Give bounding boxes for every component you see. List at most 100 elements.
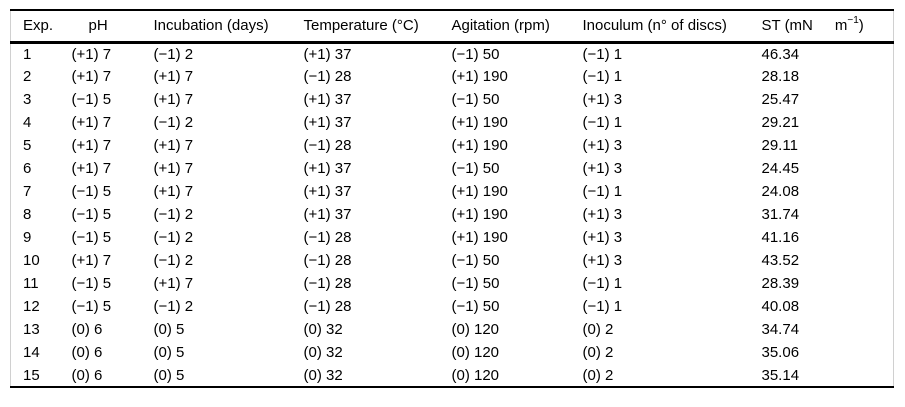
cell-ph: (+1) 7 (71, 68, 112, 85)
header-exp: Exp. (10, 9, 72, 44)
cell-exp: 12 (23, 298, 40, 315)
cell-inoculum: (+1) 3 (582, 137, 623, 154)
cell-agitation: (−1) 50 (451, 275, 500, 292)
cell-st: 43.52 (761, 252, 800, 269)
cell-temperature: (−1) 28 (303, 68, 352, 85)
cell-incubation: (−1) 2 (153, 229, 194, 246)
cell-incubation: (0) 5 (153, 321, 185, 338)
cell-st: 46.34 (761, 45, 800, 63)
cell-agitation: (+1) 190 (451, 114, 508, 131)
cell-temperature: (−1) 28 (303, 275, 352, 292)
cell-exp: 5 (23, 137, 32, 154)
cell-incubation: (−1) 2 (153, 206, 194, 223)
cell-exp: 8 (23, 206, 32, 223)
table-row: 10 (+1) 7 (−1) 2 (−1) 28 (−1) 50 (+1) 3 43.52 (11, 249, 894, 272)
cell-incubation: (−1) 2 (153, 45, 194, 63)
cell-agitation: (−1) 50 (451, 160, 500, 177)
cell-st: 28.18 (761, 68, 800, 85)
cell-agitation: (+1) 190 (451, 68, 508, 85)
cell-incubation: (−1) 2 (153, 252, 194, 269)
cell-inoculum: (+1) 3 (582, 252, 623, 269)
table-header: Exp. pH Incubation (days) Temperature (°… (10, 9, 894, 44)
cell-st: 29.21 (761, 114, 800, 131)
cell-st: 28.39 (761, 275, 800, 292)
cell-temperature: (+1) 37 (303, 114, 352, 131)
cell-ph: (+1) 7 (71, 45, 112, 63)
cell-agitation: (0) 120 (451, 364, 583, 388)
cell-ph: (−1) 5 (71, 229, 112, 246)
cell-st: 35.14 (761, 364, 894, 388)
cell-ph: (−1) 5 (71, 275, 112, 292)
cell-inoculum: (0) 2 (582, 364, 762, 388)
cell-st: 31.74 (761, 206, 800, 223)
cell-temperature: (+1) 37 (303, 91, 352, 108)
cell-temperature: (−1) 28 (303, 229, 352, 246)
cell-inoculum: (−1) 1 (582, 68, 623, 85)
table-row: 5 (+1) 7 (+1) 7 (−1) 28 (+1) 190 (+1) 3 29.11 (11, 134, 894, 157)
cell-inoculum: (+1) 3 (582, 229, 623, 246)
header-incubation: Incubation (days) (153, 9, 304, 44)
cell-exp: 14 (23, 344, 40, 361)
cell-agitation: (−1) 50 (451, 252, 500, 269)
cell-exp: 11 (23, 275, 39, 292)
cell-incubation: (+1) 7 (153, 137, 194, 154)
cell-exp: 1 (23, 45, 32, 63)
cell-inoculum: (−1) 1 (582, 114, 623, 131)
header-agitation: Agitation (rpm) (451, 9, 583, 44)
cell-ph: (+1) 7 (71, 252, 112, 269)
cell-exp: 10 (23, 252, 40, 269)
cell-st: 35.06 (761, 344, 800, 361)
table-row: 3 (−1) 5 (+1) 7 (+1) 37 (−1) 50 (+1) 3 25.47 (11, 88, 894, 111)
cell-temperature: (+1) 37 (303, 160, 352, 177)
cell-inoculum: (0) 2 (582, 344, 614, 361)
cell-ph: (−1) 5 (71, 183, 112, 200)
cell-inoculum: (+1) 3 (582, 160, 623, 177)
experimental-design-table-container: Exp. pH Incubation (days) Temperature (°… (10, 9, 894, 388)
cell-st: 29.11 (761, 137, 798, 154)
cell-ph: (0) 6 (71, 364, 154, 388)
cell-ph: (+1) 7 (71, 160, 112, 177)
cell-temperature: (+1) 37 (303, 45, 352, 63)
cell-inoculum: (−1) 1 (582, 275, 623, 292)
cell-agitation: (−1) 50 (451, 45, 500, 63)
table-row: 6 (+1) 7 (+1) 7 (+1) 37 (−1) 50 (+1) 3 24.45 (11, 157, 894, 180)
cell-agitation: (−1) 50 (451, 91, 500, 108)
cell-inoculum: (+1) 3 (582, 206, 623, 223)
table-row: 7 (−1) 5 (+1) 7 (+1) 37 (+1) 190 (−1) 1 24.08 (11, 180, 894, 203)
cell-agitation: (+1) 190 (451, 183, 508, 200)
st-unit-exponent: −1 (847, 15, 859, 27)
table-row: 13 (0) 6 (0) 5 (0) 32 (0) 120 (0) 2 34.74 (11, 318, 894, 341)
st-label-suffix: ) (858, 17, 864, 35)
cell-temperature: (+1) 37 (303, 206, 352, 223)
cell-incubation: (+1) 7 (153, 91, 194, 108)
cell-agitation: (0) 120 (451, 321, 500, 338)
cell-temperature: (0) 32 (303, 344, 343, 361)
cell-agitation: (+1) 190 (451, 229, 508, 246)
table-row: 14 (0) 6 (0) 5 (0) 32 (0) 120 (0) 2 35.06 (11, 341, 894, 364)
cell-st: 41.16 (761, 229, 800, 246)
table-row: 9 (−1) 5 (−1) 2 (−1) 28 (+1) 190 (+1) 3 41.16 (11, 226, 894, 249)
cell-inoculum: (0) 2 (582, 321, 614, 338)
cell-incubation: (−1) 2 (153, 114, 194, 131)
cell-temperature: (−1) 28 (303, 137, 352, 154)
cell-agitation: (0) 120 (451, 344, 500, 361)
cell-exp: 15 (10, 364, 72, 388)
cell-ph: (+1) 7 (71, 114, 112, 131)
table-body: 1 (+1) 7 (−1) 2 (+1) 37 (−1) 50 (−1) 1 46.34 2(… (10, 42, 894, 388)
cell-ph: (+1) 7 (71, 137, 112, 154)
cell-inoculum: (−1) 1 (582, 183, 623, 200)
cell-ph: (−1) 5 (71, 298, 112, 315)
table-row: 1 (+1) 7 (−1) 2 (+1) 37 (−1) 50 (−1) 1 46.34 (11, 42, 894, 65)
cell-ph: (−1) 5 (71, 206, 112, 223)
cell-exp: 13 (23, 321, 40, 338)
cell-incubation: (+1) 7 (153, 160, 194, 177)
cell-incubation: (−1) 2 (153, 298, 194, 315)
cell-exp: 3 (23, 91, 32, 108)
cell-agitation: (+1) 190 (451, 137, 508, 154)
cell-exp: 7 (23, 183, 32, 200)
cell-temperature: (0) 32 (303, 321, 343, 338)
cell-incubation: (+1) 7 (153, 275, 194, 292)
header-temperature: Temperature (°C) (303, 9, 452, 44)
cell-incubation: (0) 5 (153, 364, 304, 388)
cell-inoculum: (−1) 1 (582, 45, 623, 63)
